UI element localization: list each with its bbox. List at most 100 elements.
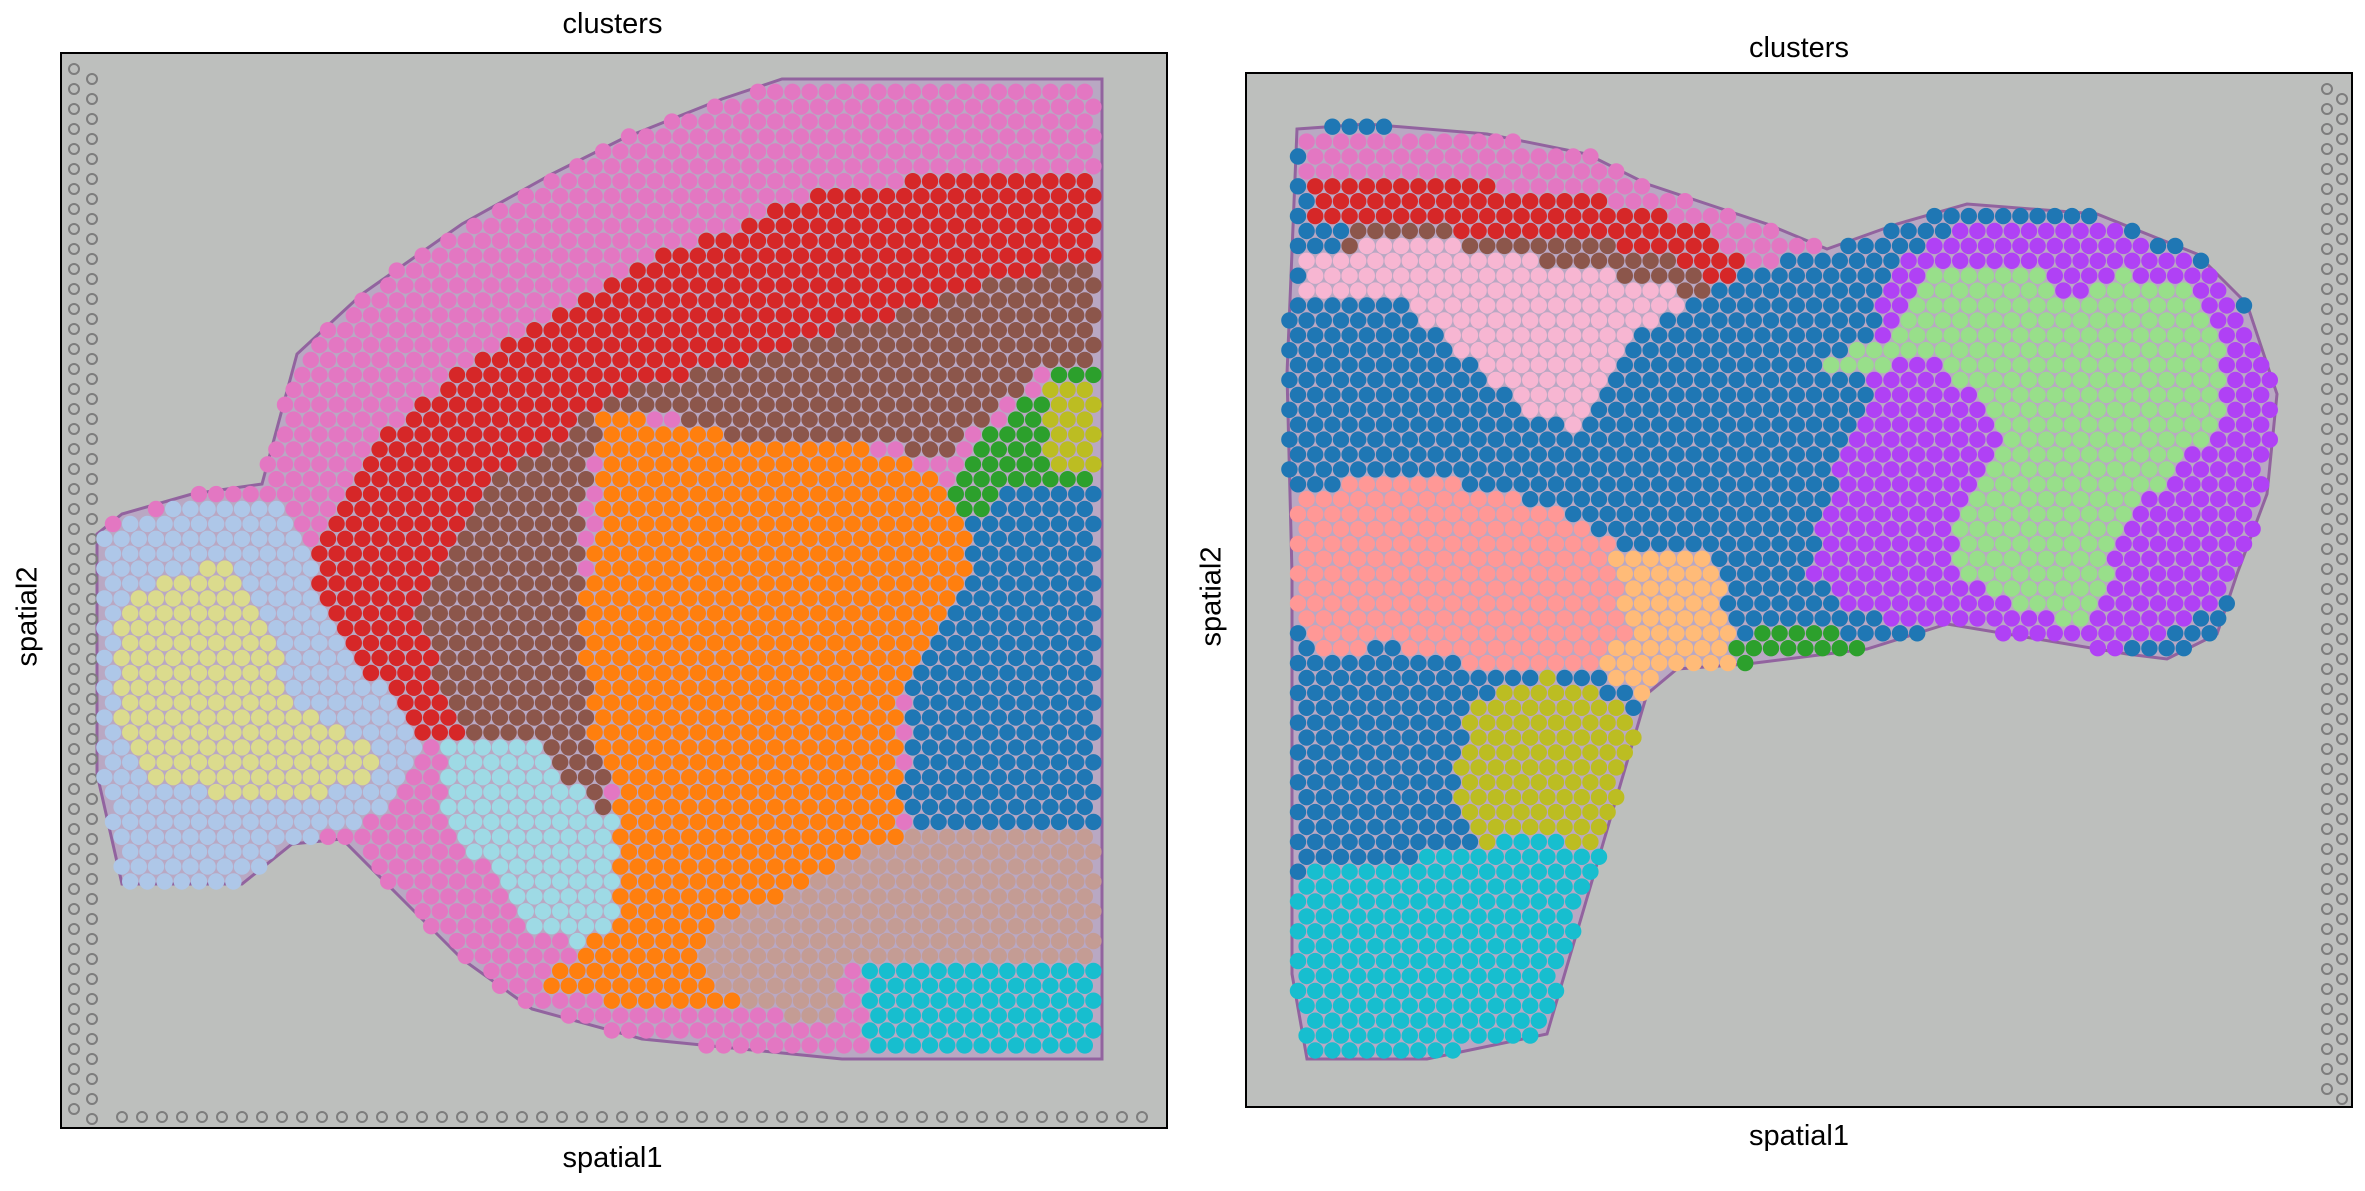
left-spot [483, 307, 500, 324]
left-spot [345, 307, 362, 324]
right-spot [1470, 282, 1487, 299]
right-spot [2038, 520, 2055, 538]
left-spot [638, 456, 655, 473]
left-spot [939, 381, 956, 398]
right-spot [2072, 401, 2089, 418]
left-spot [294, 426, 311, 443]
left-spot [749, 858, 767, 875]
right-fiducial-dot [2336, 873, 2348, 885]
left-spot [758, 396, 775, 413]
left-spot [354, 649, 371, 667]
right-spot [2055, 520, 2072, 538]
right-spot [1694, 580, 1711, 597]
left-spot [990, 560, 1007, 577]
left-spot [1007, 351, 1025, 369]
left-spot [887, 590, 904, 607]
left-spot [1050, 98, 1068, 115]
right-spot [1341, 237, 1358, 255]
left-spot [526, 530, 543, 547]
left-spot [552, 336, 569, 354]
right-spot [2115, 267, 2132, 284]
left-spot [758, 932, 775, 950]
right-spot [2218, 535, 2235, 553]
right-spot [1453, 401, 1470, 418]
right-spot [1745, 282, 1762, 299]
left-spot [139, 783, 156, 801]
left-spot [311, 396, 328, 413]
left-spot [259, 575, 276, 592]
left-spot [1042, 530, 1059, 547]
left-spot [930, 307, 947, 324]
right-spot [1410, 565, 1427, 582]
left-spot [801, 649, 818, 667]
left-fiducial-dot [68, 643, 80, 655]
right-fiducial-dot [2321, 523, 2333, 535]
left-spot [741, 932, 758, 950]
right-spot [1324, 446, 1341, 463]
left-spot [835, 739, 853, 756]
right-spot [1324, 416, 1341, 433]
right-fiducial-dot [2321, 663, 2333, 675]
left-spot [543, 202, 560, 220]
right-spot [2175, 342, 2192, 359]
left-spot [887, 292, 904, 309]
left-fiducial-dot [86, 173, 98, 185]
right-spot [1393, 416, 1410, 433]
left-spot [586, 158, 603, 175]
right-fiducial-dot [2321, 123, 2333, 135]
right-spot [2210, 610, 2227, 627]
right-spot [1436, 431, 1453, 448]
left-spot [818, 590, 835, 607]
right-spot [1470, 312, 1487, 329]
right-spot [1969, 461, 1986, 478]
left-spot [268, 739, 285, 756]
left-spot [784, 381, 801, 398]
left-spot [397, 724, 414, 741]
left-spot [251, 679, 268, 696]
left-spot [861, 575, 878, 592]
right-spot [1479, 148, 1496, 165]
left-spot [1042, 798, 1059, 816]
right-spot [1866, 282, 1883, 299]
right-fiducial-dot [2336, 653, 2348, 665]
left-spot [474, 411, 491, 428]
right-spot [1745, 371, 1762, 389]
right-spot [1582, 505, 1599, 523]
right-spot [2167, 565, 2184, 582]
right-spot [1401, 252, 1418, 269]
right-spot [2003, 342, 2020, 359]
left-fiducial-dot [68, 423, 80, 435]
right-spot [1857, 476, 1874, 493]
right-spot [1642, 461, 1659, 478]
left-spot [663, 113, 681, 130]
right-spot [1393, 535, 1410, 553]
right-spot [1797, 640, 1814, 657]
left-spot [405, 709, 423, 726]
left-spot [638, 128, 655, 145]
left-spot [810, 98, 827, 115]
left-spot [758, 187, 775, 205]
right-spot [1780, 550, 1797, 567]
left-spot [646, 381, 663, 398]
left-spot [681, 560, 698, 577]
left-spot [259, 664, 276, 682]
left-spot [904, 798, 921, 816]
right-spot [1315, 669, 1332, 687]
left-spot [1059, 292, 1076, 309]
right-spot [1676, 580, 1694, 597]
left-spot [801, 918, 818, 935]
right-spot [1883, 610, 1900, 627]
right-spot [1522, 461, 1539, 478]
left-spot [629, 441, 646, 458]
left-spot [1076, 798, 1093, 816]
left-spot [835, 143, 853, 160]
left-spot [577, 232, 595, 249]
left-fiducial-dot [68, 303, 80, 315]
left-spot [775, 664, 792, 682]
right-spot [1883, 252, 1900, 269]
right-spot [1633, 267, 1651, 284]
left-spot [896, 724, 913, 741]
left-spot [423, 292, 440, 309]
left-spot [457, 530, 474, 547]
left-spot [225, 605, 242, 622]
